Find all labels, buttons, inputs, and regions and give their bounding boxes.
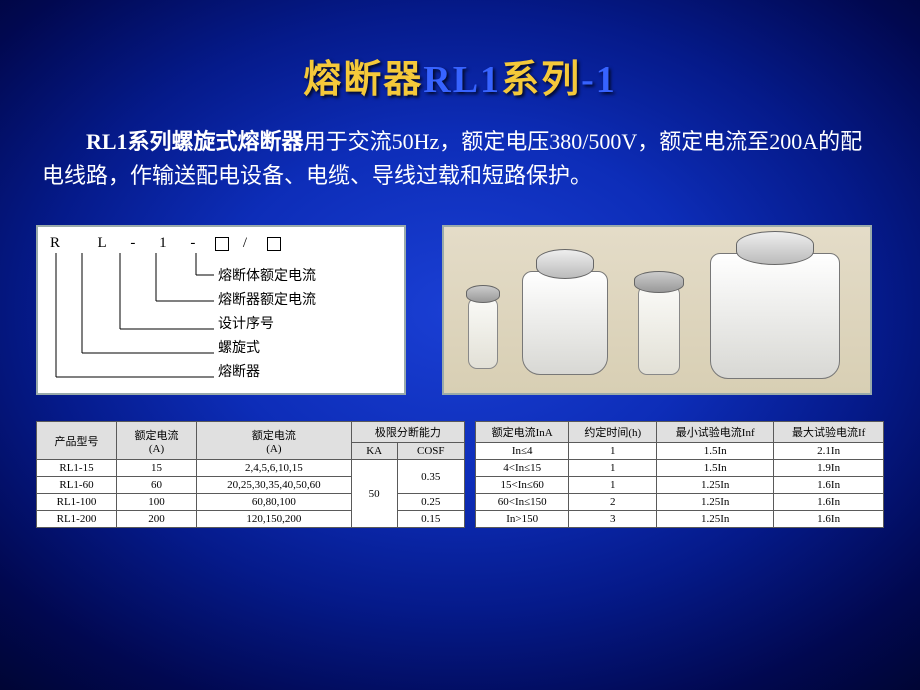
product-photo xyxy=(442,225,872,395)
naming-label: 熔断器 xyxy=(218,361,316,385)
title-part2: RL1 xyxy=(423,59,501,101)
t2-col1: 约定时间(h) xyxy=(569,422,657,443)
intro-lead: RL1系列螺旋式熔断器 xyxy=(86,129,304,154)
table-row: 60<In≤150 2 1.25In 1.6In xyxy=(475,494,883,511)
t2-col3: 最大试验电流If xyxy=(774,422,884,443)
t2-col0: 额定电流InA xyxy=(475,422,568,443)
naming-label: 熔断体额定电流 xyxy=(218,265,316,289)
title-part1: 熔断器 xyxy=(303,59,423,101)
table-row: RL1-15 15 2,4,5,6,10,15 50 0.35 xyxy=(37,460,465,477)
naming-label: 设计序号 xyxy=(218,313,316,337)
table-row: 15<In≤60 1 1.25In 1.6In xyxy=(475,477,883,494)
table-row: In>150 3 1.25In 1.6In xyxy=(475,511,883,528)
intro-paragraph: RL1系列螺旋式熔断器用于交流50Hz，额定电压380/500V，额定电流至20… xyxy=(0,103,920,193)
t2-col2: 最小试验电流Inf xyxy=(657,422,774,443)
naming-label: 熔断器额定电流 xyxy=(218,289,316,313)
naming-diagram: R L - 1 - / 熔断体额定电流 熔断器额定电流 设计序号 螺旋式 熔断器 xyxy=(36,225,406,395)
table-row: RL1-100 100 60,80,100 0.25 xyxy=(37,494,465,511)
t1-col4: COSF xyxy=(397,443,464,460)
slide-title: 熔断器RL1系列-1 xyxy=(0,0,920,103)
t1-col0: 产品型号 xyxy=(37,422,117,460)
diagram-row: R L - 1 - / 熔断体额定电流 熔断器额定电流 设计序号 螺旋式 熔断器 xyxy=(0,193,920,395)
t1-col3: KA xyxy=(351,443,397,460)
title-part3: 系列 xyxy=(501,59,581,101)
specs-table-2: 额定电流InA 约定时间(h) 最小试验电流Inf 最大试验电流If In≤4 … xyxy=(475,421,884,528)
title-part4: -1 xyxy=(581,59,617,101)
tables-row: 产品型号 额定电流(A) 额定电流(A) 极限分断能力 KA COSF RL1-… xyxy=(0,395,920,528)
table-row: RL1-200 200 120,150,200 0.15 xyxy=(37,511,465,528)
t1-col2: 额定电流(A) xyxy=(197,422,352,460)
naming-label: 螺旋式 xyxy=(218,337,316,361)
t1-col1: 额定电流(A) xyxy=(117,422,197,460)
table-row: In≤4 1 1.5In 2.1In xyxy=(475,443,883,460)
table-row: 4<In≤15 1 1.5In 1.9In xyxy=(475,460,883,477)
naming-lines-icon xyxy=(46,245,224,395)
specs-table-1: 产品型号 额定电流(A) 额定电流(A) 极限分断能力 KA COSF RL1-… xyxy=(36,421,465,528)
naming-labels: 熔断体额定电流 熔断器额定电流 设计序号 螺旋式 熔断器 xyxy=(218,265,316,385)
t1-group: 极限分断能力 xyxy=(351,422,464,443)
